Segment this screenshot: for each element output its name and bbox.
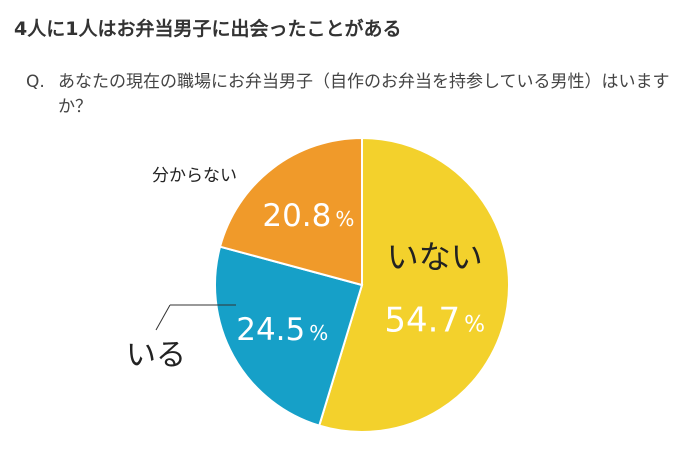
outside-label-iru: いる <box>126 338 186 373</box>
slice-name-label-0: いない <box>387 238 483 276</box>
leader-line-iru <box>155 304 171 331</box>
survey-question: Q. あなたの現在の職場にお弁当男子（自作のお弁当を持参している男性）はいますか… <box>26 70 694 120</box>
chart-headline: 4人に1人はお弁当男子に出会ったことがある <box>14 18 402 40</box>
outside-label-unknown: 分からない <box>152 166 237 186</box>
question-text: あなたの現在の職場にお弁当男子（自作のお弁当を持参している男性）はいますか？ <box>58 72 670 117</box>
pie-slice-0 <box>317 136 510 433</box>
slice-value-label-0: 54.7% <box>384 301 485 341</box>
question-prefix: Q. <box>26 72 45 92</box>
pie-slice-1 <box>214 245 364 427</box>
pie-slice-2 <box>218 136 363 287</box>
pie-slice-labels: いない 54.7 % 24.5 % 20.8% <box>236 198 485 348</box>
pie-slices <box>214 136 510 433</box>
slice-value-label-1: 24.5% <box>236 312 328 348</box>
slice-value-label-2: 20.8% <box>262 198 354 234</box>
